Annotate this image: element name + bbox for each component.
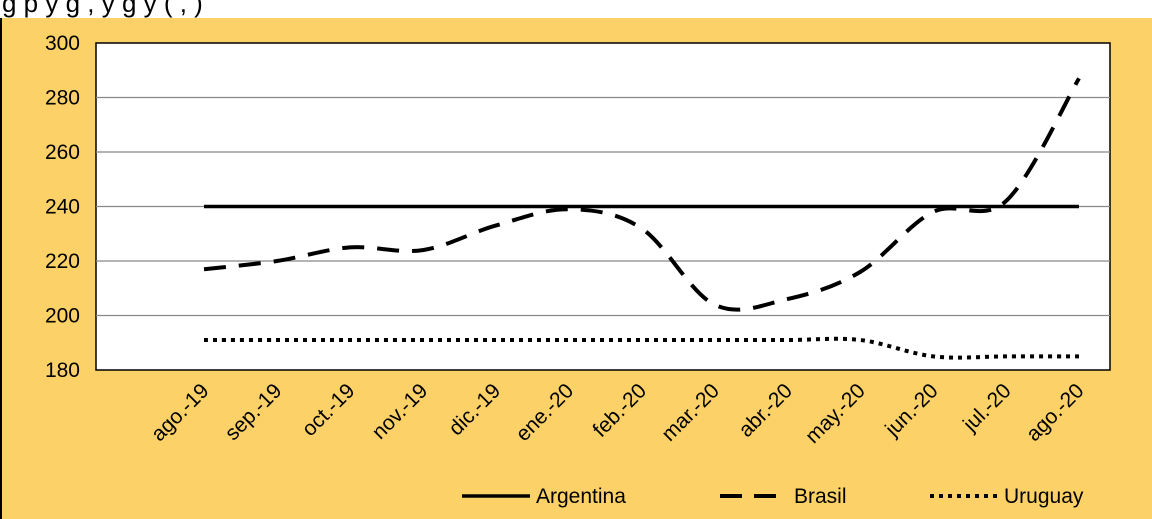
x-tick-label: mar.-20 <box>657 379 724 446</box>
x-tick-label: ago.-19 <box>147 379 214 446</box>
legend-label-argentina: Argentina <box>536 485 626 508</box>
legend-label-uruguay: Uruguay <box>1004 485 1084 508</box>
y-tick-label: 280 <box>45 87 80 110</box>
x-tick-label: ago.-20 <box>1022 379 1089 446</box>
chart-title-strip: g p y g , y g y ( , ) <box>0 0 1152 20</box>
chart-title-fragment: g p y g , y g y ( , ) <box>2 0 203 18</box>
series-line-uruguay <box>204 336 1079 360</box>
y-tick-label: 220 <box>45 250 80 273</box>
x-tick-label: feb.-20 <box>589 379 652 442</box>
x-tick-label: oct.-19 <box>298 379 360 441</box>
x-tick-label: jul.-20 <box>958 379 1015 436</box>
x-tick-label: abr.-20 <box>734 379 797 442</box>
y-tick-label: 300 <box>45 32 80 55</box>
y-tick-label: 200 <box>45 305 80 328</box>
y-tick-label: 260 <box>45 141 80 164</box>
x-tick-label: sep.-19 <box>221 379 287 445</box>
series-line-brasil <box>203 77 1081 312</box>
legend-label-brasil: Brasil <box>794 485 847 508</box>
y-tick-label: 240 <box>45 196 80 219</box>
x-tick-label: may.-20 <box>801 379 870 448</box>
x-tick-label: dic.-19 <box>444 379 505 440</box>
x-tick-label: nov.-19 <box>368 379 433 444</box>
x-tick-label: jun.-20 <box>880 379 942 441</box>
y-tick-label: 180 <box>45 359 80 382</box>
x-tick-label: ene.-20 <box>511 379 578 446</box>
